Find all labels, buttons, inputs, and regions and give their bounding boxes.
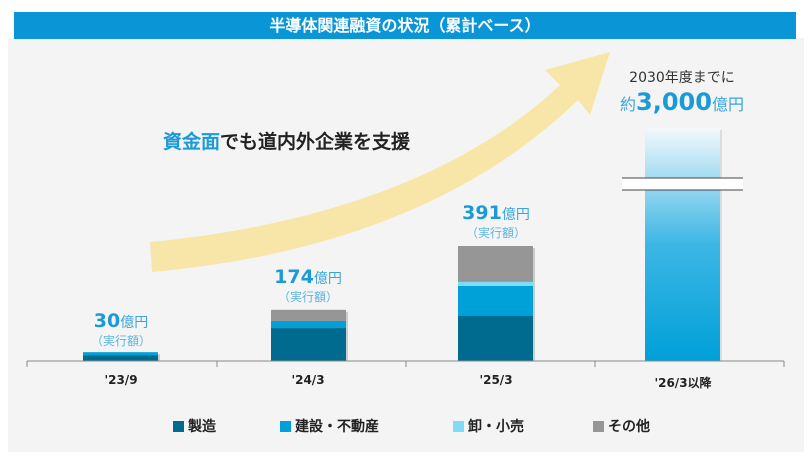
chart-title: 半導体関連融資の状況（累計ベース） <box>14 12 796 39</box>
total-sub: （実行額） <box>277 290 338 304</box>
goal-prefix: 約 <box>620 95 637 114</box>
bar-segment <box>83 355 158 361</box>
total-label-2: 391億円 （実行額） <box>436 202 556 241</box>
bar-segment <box>458 316 533 361</box>
total-num: 391 <box>462 202 502 224</box>
legend-label: その他 <box>608 419 650 435</box>
axis-break-gap <box>622 178 743 190</box>
x-tick-label: '24/3 <box>291 373 325 387</box>
goal-value: 約3,000億円 <box>602 88 762 116</box>
bar-segment <box>83 352 158 356</box>
bar-segment <box>458 281 533 286</box>
total-label-0: 30億円 （実行額） <box>61 310 181 349</box>
goal-number: 3,000 <box>636 88 712 116</box>
legend-label: 製造 <box>188 419 216 435</box>
legend-label: 卸・小売 <box>468 419 524 435</box>
bar-segment <box>271 309 346 321</box>
legend-item: 卸・小売 <box>453 416 524 436</box>
legend-label: 建設・不動産 <box>295 419 379 435</box>
total-unit: 億円 <box>313 271 342 287</box>
bar-target <box>645 128 720 361</box>
x-tick-label: '26/3以降 <box>654 376 712 390</box>
legend-swatch <box>593 420 604 432</box>
bar-segment <box>458 286 533 316</box>
total-num: 30 <box>93 310 121 332</box>
slogan-highlight: 資金面 <box>163 131 221 153</box>
x-tick-label: '23/9 <box>104 373 138 387</box>
total-unit: 億円 <box>120 315 149 331</box>
slogan: 資金面でも道内外企業を支援 <box>163 127 410 154</box>
bar-segment <box>271 328 346 361</box>
growth-arrow <box>150 52 610 272</box>
total-sub: （実行額） <box>90 334 151 348</box>
goal-unit: 億円 <box>711 95 744 114</box>
legend-item: 建設・不動産 <box>280 416 379 436</box>
legend-swatch <box>173 420 184 432</box>
x-tick-label: '25/3 <box>479 373 513 387</box>
legend-item: 製造 <box>173 416 216 436</box>
legend-item: その他 <box>593 416 650 436</box>
total-num: 174 <box>274 266 314 288</box>
goal-caption: 2030年度までに <box>629 70 735 86</box>
legend-swatch <box>453 420 464 432</box>
total-label-1: 174億円 （実行額） <box>248 266 368 305</box>
bar-segment <box>271 321 346 329</box>
total-sub: （実行額） <box>465 226 526 240</box>
total-unit: 億円 <box>501 207 530 223</box>
bar-segment <box>458 246 533 282</box>
slogan-rest: でも道内外企業を支援 <box>220 131 411 153</box>
legend-swatch <box>280 420 291 432</box>
